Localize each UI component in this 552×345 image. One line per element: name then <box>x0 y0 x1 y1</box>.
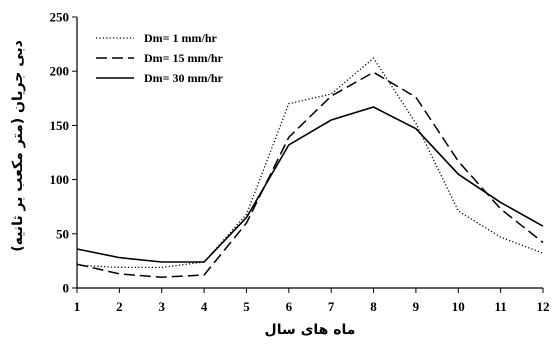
legend-label-3: Dm= 30 mm/hr <box>144 71 224 85</box>
series-line-1 <box>76 57 544 269</box>
y-tick-label: 150 <box>50 118 70 133</box>
axes <box>76 17 543 289</box>
y-tick-label: 250 <box>50 10 70 25</box>
x-tick-label: 12 <box>537 299 550 314</box>
x-ticks: 1 2 3 4 5 6 7 8 9 10 11 12 <box>74 288 550 314</box>
y-axis-label: دبی جریان (متر مکعب بر ثانیه) <box>10 40 26 252</box>
x-tick-label: 8 <box>370 299 377 314</box>
x-tick-label: 1 <box>74 299 81 314</box>
y-ticks: 0 50 100 150 200 250 <box>50 10 77 296</box>
series-lines <box>76 57 544 278</box>
y-tick-label: 100 <box>50 172 70 187</box>
x-tick-label: 6 <box>286 299 293 314</box>
x-tick-label: 9 <box>413 299 420 314</box>
legend-label-2: Dm= 15 mm/hr <box>144 51 224 65</box>
x-tick-label: 11 <box>494 299 506 314</box>
series-line-3 <box>76 106 544 263</box>
x-tick-label: 10 <box>452 299 465 314</box>
x-tick-label: 4 <box>201 299 208 314</box>
x-tick-label: 5 <box>243 299 250 314</box>
y-tick-label: 0 <box>63 281 70 296</box>
series-line-2 <box>76 71 544 278</box>
legend: Dm= 1 mm/hr Dm= 15 mm/hr Dm= 30 mm/hr <box>96 31 224 85</box>
x-tick-label: 7 <box>328 299 335 314</box>
x-axis-label: ماه های سال <box>265 322 356 338</box>
x-tick-label: 2 <box>116 299 123 314</box>
x-tick-label: 3 <box>158 299 165 314</box>
y-tick-label: 50 <box>56 226 69 241</box>
y-tick-label: 200 <box>50 64 70 79</box>
legend-label-1: Dm= 1 mm/hr <box>144 31 218 45</box>
